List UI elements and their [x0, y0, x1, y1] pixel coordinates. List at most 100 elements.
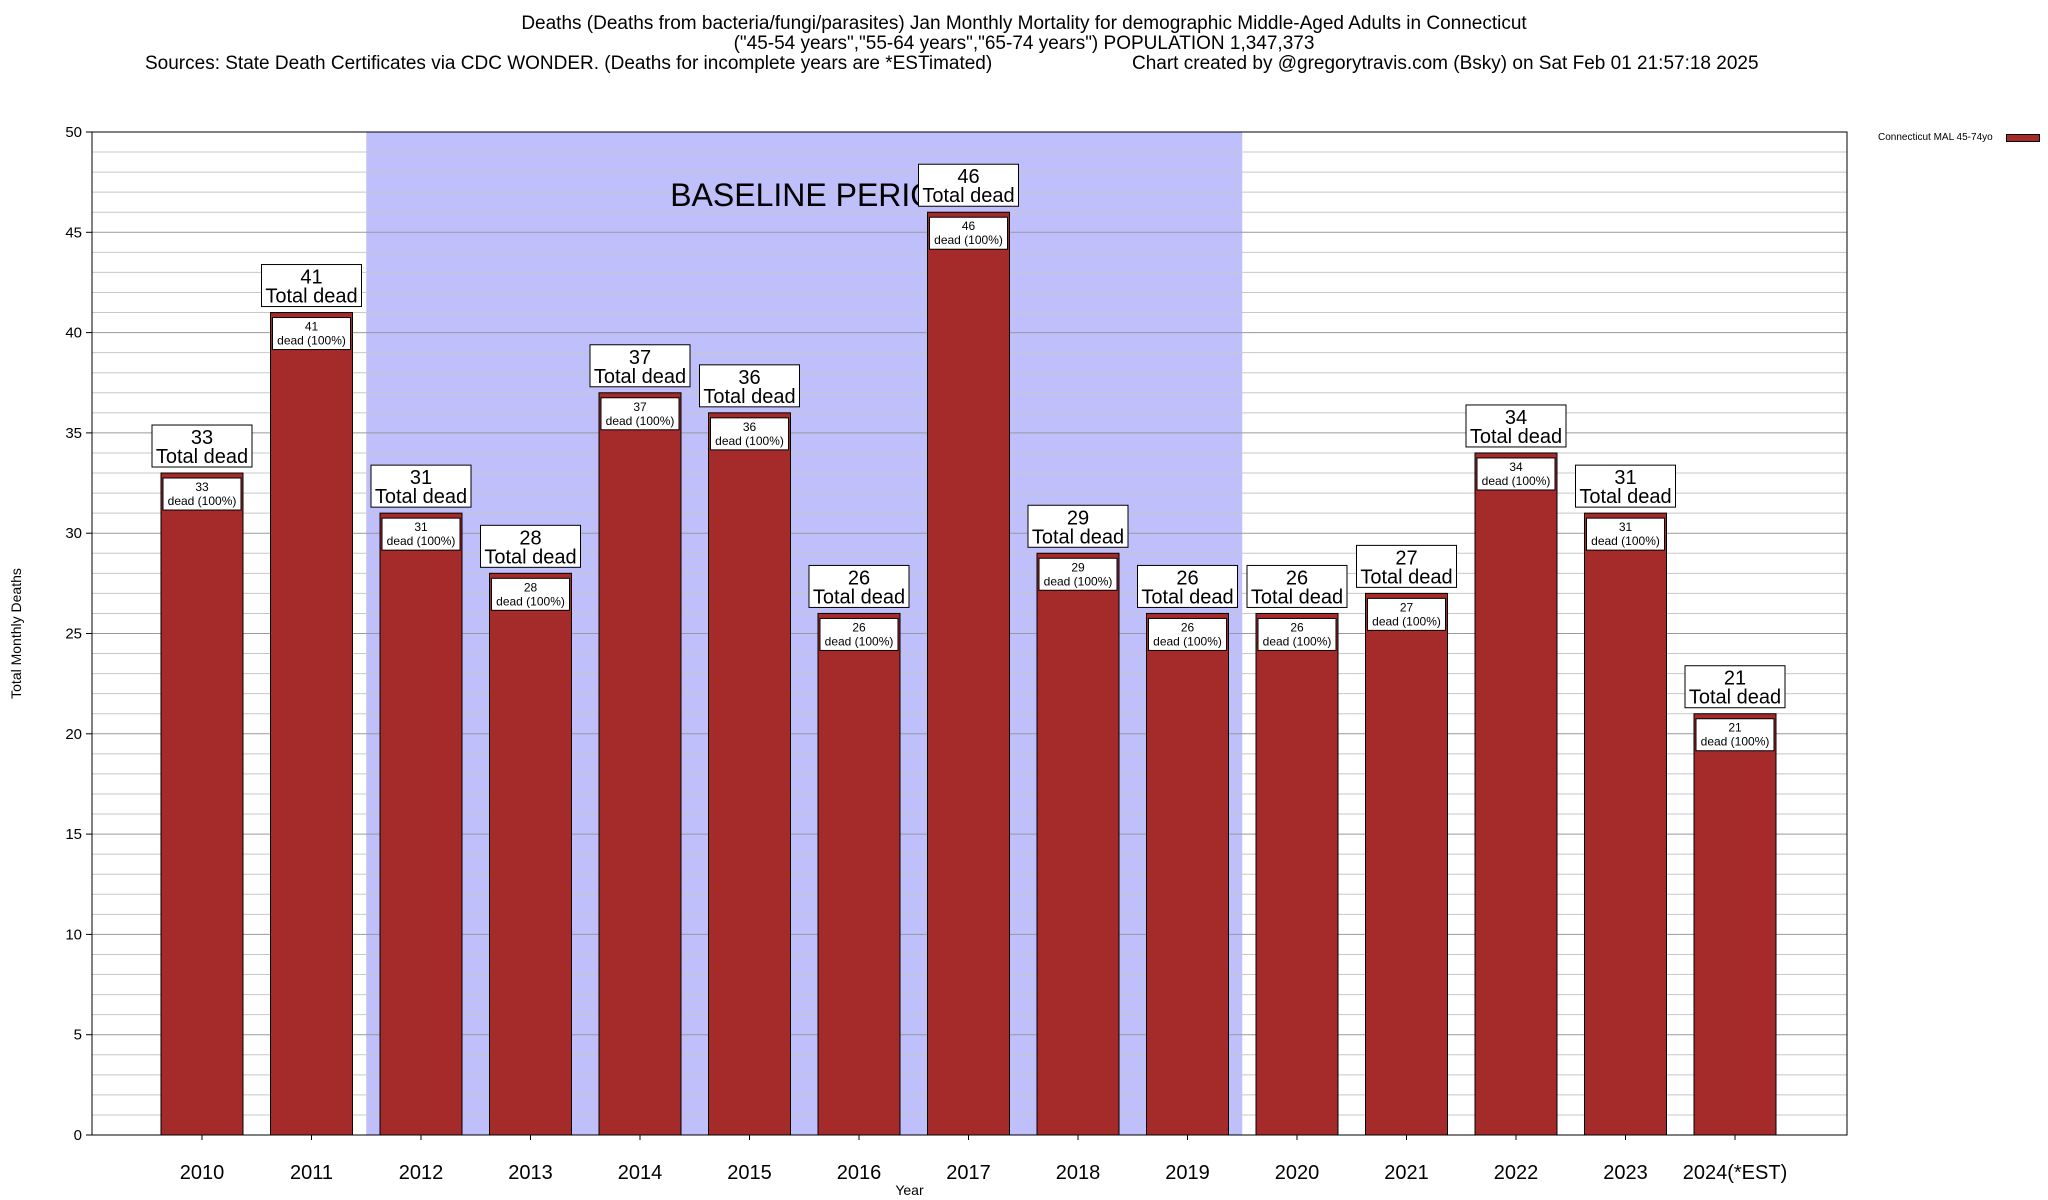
bar-top-label-box [1575, 464, 1676, 508]
y-tick-label: 35 [65, 425, 82, 442]
bar-inner-label: dead (100%) [1153, 634, 1222, 648]
bar-inner-value: 34 [1509, 460, 1523, 474]
x-tick-label: 2017 [946, 1162, 991, 1184]
bar-top-value: 26 [1176, 567, 1198, 589]
bar-top-label: Total dead [1251, 586, 1343, 608]
bar-inner-label: dead (100%) [1372, 614, 1441, 628]
bar-top-label-box [1137, 564, 1238, 608]
chart-credit-text: Chart created by @gregorytravis.com (Bsk… [1132, 53, 1759, 74]
bar-inner-value: 26 [1290, 620, 1304, 634]
bar [489, 572, 572, 1136]
bar-inner-label-box [1367, 597, 1446, 631]
bar-inner-label-box [1586, 517, 1665, 551]
y-tick-label: 10 [65, 926, 82, 943]
bar-inner-label: dead (100%) [606, 414, 675, 428]
y-axis-label: Total Monthly Deaths [8, 568, 24, 699]
bar-top-label-box [589, 344, 691, 388]
x-tick-label: 2018 [1056, 1162, 1101, 1184]
bar-inner-label: dead (100%) [825, 634, 894, 648]
bar-top-label: Total dead [265, 286, 357, 308]
y-tick-label: 20 [65, 726, 82, 743]
bar [1255, 612, 1339, 1136]
bar-top-label: Total dead [484, 546, 576, 568]
bar-top-label-box [918, 163, 1019, 207]
bar [1146, 612, 1229, 1136]
bar-top-label: Total dead [1360, 566, 1452, 588]
bar [1474, 452, 1558, 1136]
bar-top-label-box [1465, 404, 1567, 448]
bar [598, 392, 682, 1136]
bar-inner-label: dead (100%) [496, 594, 565, 608]
legend-swatch [2006, 134, 2040, 142]
bar-top-label: Total dead [1579, 486, 1671, 508]
bar-inner-label-box [1038, 557, 1118, 591]
x-tick-label: 2019 [1165, 1162, 1210, 1184]
bar-inner-label-box [819, 617, 899, 651]
bar-inner-label: dead (100%) [1044, 574, 1113, 588]
bar-top-value: 31 [410, 467, 432, 489]
bar-inner-label-box [1148, 617, 1227, 651]
bar-top-label-box [699, 364, 800, 408]
bar-top-label: Total dead [594, 366, 686, 388]
y-tick-label: 50 [65, 124, 82, 141]
bar-top-value: 34 [1505, 407, 1527, 429]
bar-top-label-box [261, 264, 362, 308]
bar [927, 211, 1010, 1136]
bar-top-label: Total dead [1470, 426, 1562, 448]
bar-top-label: Total dead [1032, 526, 1124, 548]
bar-top-label-box [808, 564, 910, 608]
bar-top-value: 26 [848, 567, 870, 589]
bar-top-label-box [1027, 504, 1129, 548]
chart-title-line2: ("45-54 years","55-64 years","65-74 year… [733, 33, 1315, 54]
bar-inner-label-box [162, 477, 242, 511]
bar-inner-value: 26 [1181, 620, 1195, 634]
x-tick-label: 2020 [1275, 1162, 1320, 1184]
bar-inner-value: 37 [633, 400, 647, 414]
bar-top-label-box [1356, 544, 1457, 588]
bar-top-label: Total dead [375, 486, 467, 508]
x-tick-label: 2022 [1494, 1162, 1539, 1184]
bar-top-value: 37 [629, 347, 651, 369]
y-tick-label: 45 [65, 224, 82, 241]
bar [1693, 713, 1777, 1136]
bar-inner-value: 27 [1400, 600, 1414, 614]
bar-inner-label: dead (100%) [1591, 534, 1660, 548]
bar-inner-value: 31 [414, 520, 428, 534]
bar-inner-label-box [1257, 617, 1337, 651]
bar-inner-label-box [272, 317, 351, 351]
bar-inner-label: dead (100%) [934, 233, 1003, 247]
bar-inner-label: dead (100%) [168, 494, 237, 508]
x-tick-label: 2016 [837, 1162, 882, 1184]
y-tick-label: 25 [65, 626, 82, 643]
x-tick-label: 2015 [727, 1162, 772, 1184]
bar [1036, 552, 1120, 1136]
bar-inner-value: 29 [1071, 560, 1085, 574]
bar-inner-value: 36 [743, 420, 757, 434]
bar-inner-value: 46 [962, 219, 976, 233]
bar-inner-value: 41 [305, 320, 319, 334]
bar-inner-label-box [929, 216, 1008, 250]
x-tick-label: 2013 [508, 1162, 553, 1184]
bar-inner-label-box [710, 417, 789, 451]
y-tick-label: 0 [74, 1127, 82, 1144]
legend-label: Connecticut MAL 45-74yo [1878, 132, 1993, 143]
baseline-period-label: BASELINE PERIOD [670, 177, 958, 213]
x-tick-label: 2011 [290, 1162, 333, 1184]
bar-top-value: 46 [957, 166, 979, 188]
bar-inner-value: 28 [524, 580, 538, 594]
bar-top-value: 26 [1286, 567, 1308, 589]
bar-inner-label: dead (100%) [1263, 634, 1332, 648]
bar-inner-label: dead (100%) [1482, 474, 1551, 488]
bar-top-label-box [151, 424, 253, 468]
bar-inner-label-box [600, 397, 680, 431]
x-tick-label: 2023 [1603, 1162, 1648, 1184]
bar [160, 472, 244, 1136]
bar-inner-value: 31 [1619, 520, 1633, 534]
bar-top-value: 36 [738, 367, 760, 389]
y-tick-label: 30 [65, 525, 82, 542]
bar-top-value: 21 [1724, 668, 1746, 690]
y-tick-label: 15 [65, 826, 82, 843]
bar-top-value: 29 [1067, 507, 1089, 529]
bar-top-value: 41 [300, 267, 322, 289]
